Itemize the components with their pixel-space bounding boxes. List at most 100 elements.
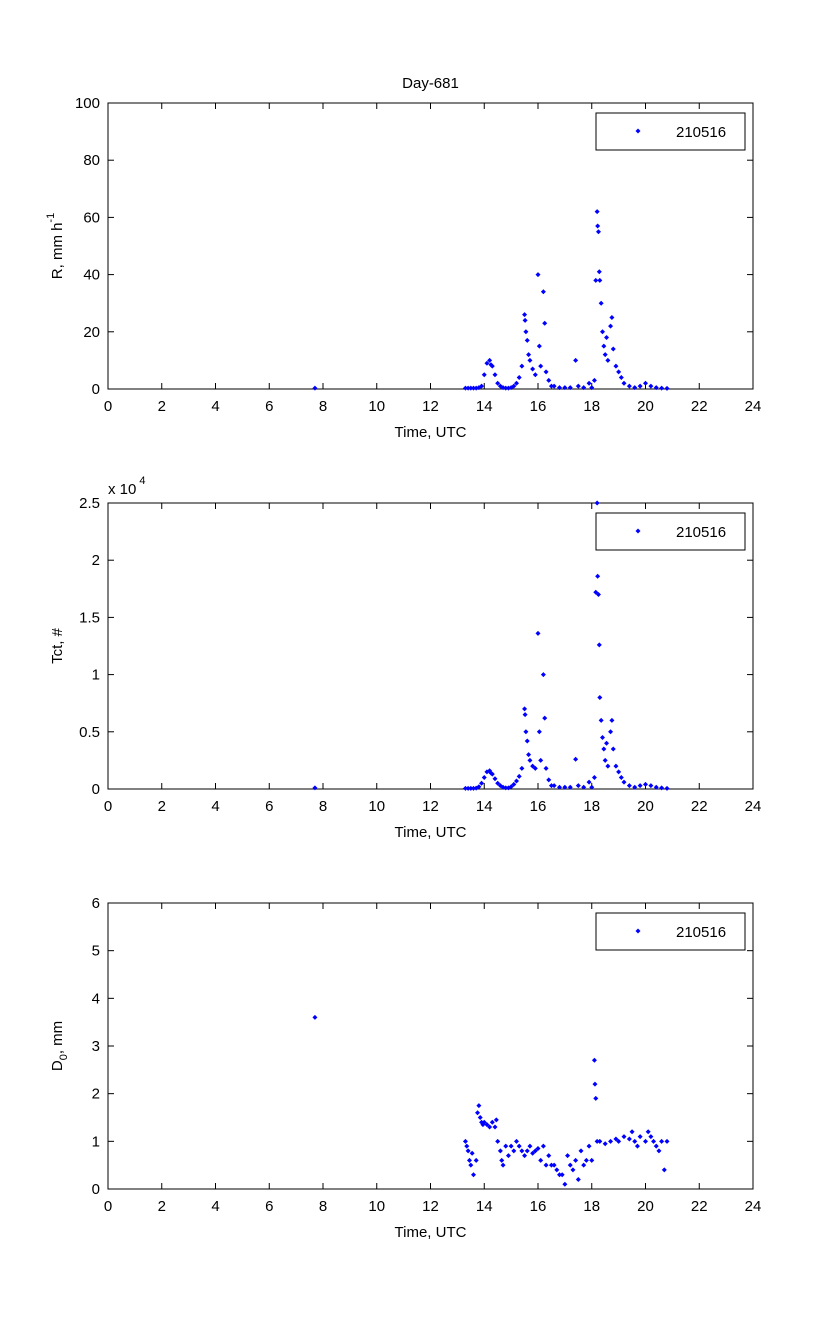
y-tick-label: 0 [92,781,100,798]
data-point [462,1138,468,1144]
data-point [484,1122,490,1128]
data-point [527,757,533,763]
y-tick-label: 60 [83,209,100,226]
data-point [637,1134,643,1140]
y-tick-label: 6 [92,895,100,912]
data-point [551,1162,557,1168]
legend-marker-icon [635,528,641,534]
x-tick-label: 22 [691,798,708,815]
data-point [497,1148,503,1154]
data-point [508,1143,514,1149]
data-point [530,366,536,372]
legend-marker-icon [635,928,641,934]
data-point [598,300,604,306]
data-point [492,372,498,378]
data-point [605,763,611,769]
data-point [597,1138,603,1144]
y-tick-label: 80 [83,152,100,169]
data-point [514,778,519,784]
x-tick-label: 12 [422,398,439,415]
data-point [546,777,552,783]
legend: 210516 [595,112,746,151]
x-tick-label: 16 [530,398,547,415]
data-point [471,1172,476,1178]
data-point [659,1138,665,1144]
data-point [589,1157,595,1163]
x-tick-label: 24 [745,398,762,415]
data-point [573,1157,579,1163]
x-tick-label: 14 [476,798,493,815]
data-point [575,383,581,389]
x-tick-label: 2 [158,798,166,815]
data-point [602,757,608,763]
data-point [621,380,627,386]
x-tick-label: 12 [422,798,439,815]
legend-box [595,512,746,551]
data-point [591,775,597,781]
axes-box [107,102,754,390]
y-tick-label: 1.5 [79,609,100,626]
data-point [465,1148,471,1154]
data-point [503,1143,509,1149]
x-tick-label: 22 [691,398,708,415]
x-tick-label: 8 [319,398,327,415]
data-point [543,369,549,375]
data-point [503,385,509,391]
exponent-base: x 10 [108,481,136,498]
data-point [546,1153,552,1159]
data-point [487,357,493,363]
data-point [664,785,670,791]
data-point [609,717,615,723]
data-point [637,783,643,789]
legend: 210516 [595,912,746,951]
legend-marker-icon [635,128,641,134]
data-series [312,209,670,391]
data-point [540,672,546,678]
legend: 210516 [595,512,746,551]
y-axis-label-superscript: -1 [45,213,57,223]
data-point [610,346,616,352]
x-tick-label: 20 [637,798,654,815]
data-point [597,277,603,283]
data-point [664,385,670,391]
data-point [601,343,607,349]
data-point [613,363,619,369]
data-point [466,1157,472,1163]
data-point [595,573,601,579]
data-point [484,360,490,366]
x-tick-label: 4 [211,398,219,415]
data-point [648,383,654,389]
data-point [597,694,603,700]
data-point [595,592,601,598]
data-point [557,1172,562,1178]
data-point [592,1081,598,1087]
data-point [462,785,468,791]
y-tick-label: 2 [92,552,100,569]
data-point [604,740,610,746]
data-point [540,1143,546,1149]
data-point [557,784,562,790]
data-point [499,1157,505,1163]
data-point [593,277,599,283]
data-point [557,385,562,391]
data-point [473,1157,479,1163]
y-tick-label: 5 [92,943,100,960]
axes-box [107,502,754,790]
data-point [596,269,602,275]
data-point [516,1143,522,1149]
data-point [476,1103,482,1109]
x-tick-label: 0 [104,798,112,815]
data-point [645,1129,651,1135]
data-point [581,385,587,391]
data-point [536,729,542,735]
data-point [632,784,638,790]
data-point [523,329,529,335]
data-point [536,343,542,349]
data-point [514,380,519,386]
x-tick-label: 14 [476,398,493,415]
data-point [562,1181,568,1187]
y-exponent-label: x 10 4 [108,475,145,498]
data-point [312,385,318,391]
data-point [479,383,485,389]
x-tick-label: 18 [583,398,600,415]
